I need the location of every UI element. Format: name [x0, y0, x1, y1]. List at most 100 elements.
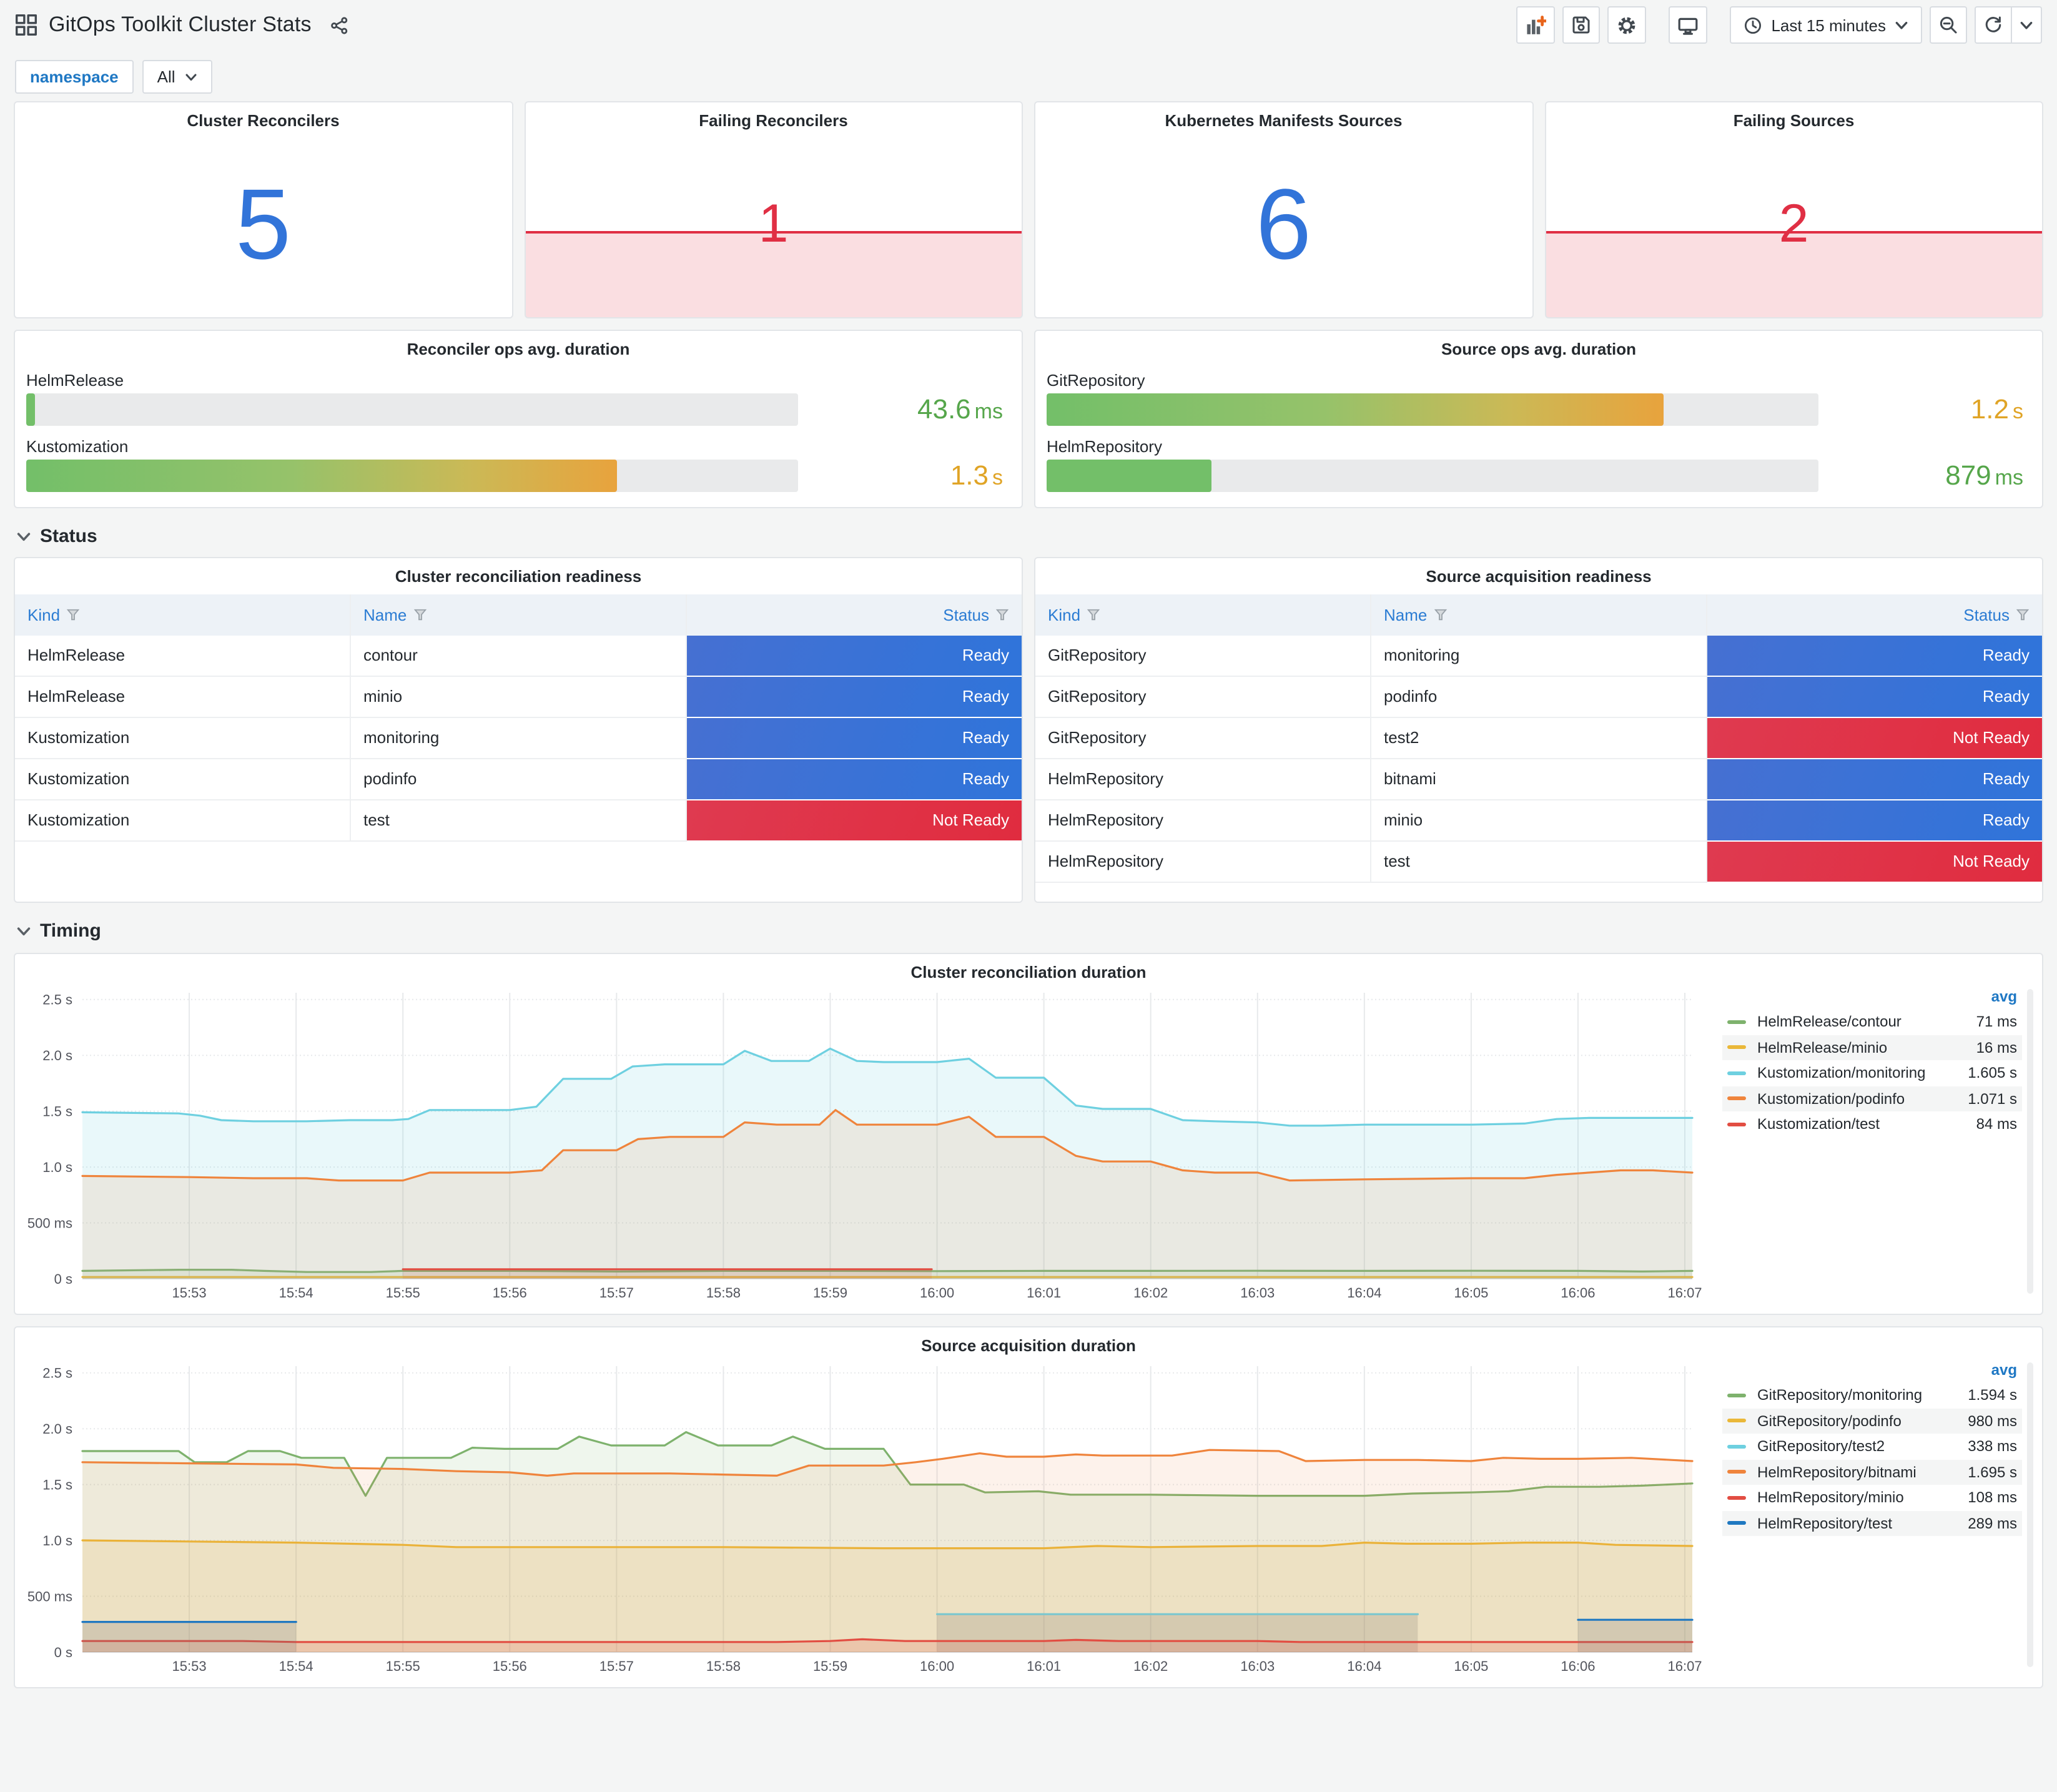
stats-row: Cluster Reconcilers 5 Failing Reconcilers 1… [14, 101, 2043, 318]
filter-funnel-icon[interactable] [1433, 608, 1447, 622]
table-row: GitRepository podinfo Ready [1035, 677, 2042, 718]
legend-row[interactable]: Kustomization/test 84 ms [1722, 1111, 2022, 1137]
filter-funnel-icon[interactable] [66, 608, 80, 622]
legend-row[interactable]: GitRepository/test2 338 ms [1722, 1434, 2022, 1459]
gauge-label: HelmRepository [1047, 437, 1162, 456]
table-row: HelmRepository minio Ready [1035, 800, 2042, 842]
x-axis-tick-label: 15:59 [813, 1285, 847, 1301]
filter-funnel-icon[interactable] [413, 608, 427, 622]
column-header-kind[interactable]: Kind [1035, 594, 1371, 636]
filter-funnel-icon[interactable] [995, 608, 1009, 622]
cycle-view-button[interactable] [1669, 6, 1708, 44]
section-status[interactable]: Status [16, 526, 2043, 547]
legend-row[interactable]: HelmRelease/minio 16 ms [1722, 1035, 2022, 1060]
legend-series-swatch [1727, 1521, 1746, 1525]
alert-threshold-area [1546, 231, 2042, 317]
stat-panel-3: Kubernetes Manifests Sources 6 [1034, 101, 1533, 318]
table-header-row: Kind Name Status [1035, 594, 2042, 636]
legend-series-avg: 1.594 s [1968, 1386, 2017, 1404]
cell-name: test [1371, 842, 1707, 883]
legend-series-avg: 84 ms [1976, 1115, 2017, 1133]
y-axis-tick-label: 1.5 s [42, 1477, 72, 1493]
table-panel-title[interactable]: Source acquisition readiness [1426, 567, 1652, 586]
legend-avg-header[interactable]: avg [1991, 1361, 2017, 1379]
stat-panel-title[interactable]: Failing Reconcilers [699, 111, 848, 130]
namespace-variable-dropdown[interactable]: All [142, 60, 213, 94]
cell-kind: GitRepository [1035, 636, 1371, 677]
legend-row[interactable]: HelmRepository/test 289 ms [1722, 1510, 2022, 1536]
chart-body: 15:53 15:54 15:55 15:56 15:57 15:58 15:59 16:00… [15, 1356, 2042, 1687]
refresh-interval-dropdown[interactable] [2012, 6, 2042, 44]
y-axis-tick-label: 0 s [54, 1645, 72, 1660]
gauge-value: 1.3 s [798, 460, 1010, 492]
dashboard-settings-button[interactable] [1607, 6, 1647, 44]
legend-series-avg: 289 ms [1968, 1514, 2017, 1532]
column-header-status[interactable]: Status [687, 594, 1022, 636]
chevron-down-icon [186, 73, 197, 81]
legend-row[interactable]: Kustomization/monitoring 1.605 s [1722, 1060, 2022, 1086]
table-row: HelmRepository test Not Ready [1035, 842, 2042, 883]
tables-row: Cluster reconciliation readiness Kind Name… [14, 557, 2043, 903]
cell-name: minio [351, 677, 687, 718]
gauge-track [26, 460, 798, 492]
chart-panel-title[interactable]: Cluster reconciliation duration [910, 963, 1147, 982]
share-icon[interactable] [330, 16, 349, 34]
gauges-row: Reconciler ops avg. duration HelmRelease 4… [14, 330, 2043, 508]
refresh-button[interactable] [1975, 6, 2012, 44]
refresh-icon [1985, 16, 2001, 32]
y-axis-tick-label: 500 ms [27, 1216, 72, 1231]
time-range-picker[interactable]: Last 15 minutes [1730, 6, 1922, 44]
series-line [81, 1638, 1694, 1643]
legend-series-name: GitRepository/test2 [1757, 1437, 1885, 1455]
legend-row[interactable]: HelmRepository/bitnami 1.695 s [1722, 1459, 2022, 1485]
legend-row[interactable]: GitRepository/podinfo 980 ms [1722, 1408, 2022, 1434]
zoom-out-button[interactable] [1930, 6, 1967, 44]
y-axis-tick-label: 2.5 s [42, 1366, 72, 1381]
chart-panel-title[interactable]: Source acquisition duration [921, 1336, 1136, 1355]
legend-avg-header[interactable]: avg [1991, 988, 2017, 1005]
gauge-value-unit: ms [1995, 466, 2023, 490]
stat-value: 1 [758, 194, 789, 255]
table-panel-title[interactable]: Cluster reconciliation readiness [395, 567, 642, 586]
legend-series-name: HelmRepository/test [1757, 1514, 1893, 1532]
gauge-rows: GitRepository 1.2 s HelmRepository 879 ms [1047, 360, 2031, 492]
gauge-label: HelmRelease [26, 371, 124, 390]
add-panel-button[interactable] [1516, 6, 1556, 44]
filter-funnel-icon[interactable] [1087, 608, 1100, 622]
column-header-status[interactable]: Status [1707, 594, 2042, 636]
save-dashboard-button[interactable] [1562, 6, 1601, 44]
cell-name: test2 [1371, 718, 1707, 759]
section-timing[interactable]: Timing [16, 920, 2043, 942]
legend-series-name: Kustomization/monitoring [1757, 1064, 1926, 1082]
gauge-panel-title[interactable]: Source ops avg. duration [1441, 340, 1637, 358]
column-header-name[interactable]: Name [1371, 594, 1707, 636]
table-row: GitRepository monitoring Ready [1035, 636, 2042, 677]
timeseries-svg[interactable]: 15:53 15:54 15:55 15:56 15:57 15:58 15:59 16:00… [25, 1359, 1712, 1680]
x-axis-tick-label: 15:55 [386, 1658, 420, 1674]
chart-body: 15:53 15:54 15:55 15:56 15:57 15:58 15:59 16:00… [15, 983, 2042, 1314]
column-header-name[interactable]: Name [351, 594, 687, 636]
stat-panel-title[interactable]: Failing Sources [1733, 111, 1855, 130]
cell-status-badge: Ready [1707, 800, 2042, 842]
legend-row[interactable]: Kustomization/podinfo 1.071 s [1722, 1086, 2022, 1111]
cell-kind: Kustomization [15, 759, 351, 800]
series-line [81, 1109, 1694, 1182]
stat-panel-title[interactable]: Kubernetes Manifests Sources [1165, 111, 1403, 130]
x-axis-tick-label: 15:57 [599, 1658, 634, 1674]
stat-panel-4: Failing Sources 2 [1544, 101, 2043, 318]
column-header-label: Name [363, 605, 407, 624]
legend-row[interactable]: GitRepository/monitoring 1.594 s [1722, 1382, 2022, 1408]
gauge-panel-title[interactable]: Reconciler ops avg. duration [407, 340, 630, 358]
series-line [81, 1269, 1694, 1273]
timeseries-svg[interactable]: 15:53 15:54 15:55 15:56 15:57 15:58 15:59 16:00… [25, 985, 1712, 1306]
gauge-value: 879 ms [1818, 460, 2031, 492]
x-axis-tick-label: 16:06 [1561, 1658, 1595, 1674]
filter-funnel-icon[interactable] [2016, 608, 2030, 622]
namespace-variable-value: All [157, 67, 175, 86]
legend-row[interactable]: HelmRepository/minio 108 ms [1722, 1485, 2022, 1510]
legend-row[interactable]: HelmRelease/contour 71 ms [1722, 1009, 2022, 1035]
stat-panel-title[interactable]: Cluster Reconcilers [187, 111, 340, 130]
gauge-panel-1: Reconciler ops avg. duration HelmRelease 4… [14, 330, 1023, 508]
gauge-panel-2: Source ops avg. duration GitRepository 1.2… [1034, 330, 2043, 508]
column-header-kind[interactable]: Kind [15, 594, 351, 636]
